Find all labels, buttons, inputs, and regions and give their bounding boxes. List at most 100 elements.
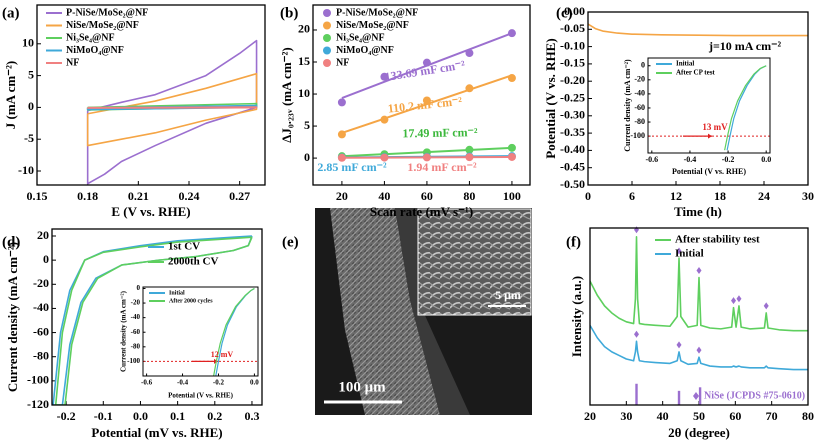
panel-label: (b) — [280, 5, 298, 21]
legend-label: NiSe/MoSe₂@NF — [66, 20, 139, 31]
x-tick-label: -0.6 — [141, 379, 153, 387]
legend-label: NF — [66, 57, 79, 68]
annotation: 110.2 mF cm⁻² — [387, 94, 463, 116]
axes-frame — [142, 286, 259, 377]
axes-frame — [589, 227, 809, 406]
legend-label: 1st CV — [168, 241, 200, 253]
x-tick-label: 0.0 — [133, 409, 148, 423]
y-tick-label: -10 — [18, 163, 34, 177]
legend-label: After CP test — [676, 69, 715, 77]
y-tick-label: 0 — [43, 252, 49, 266]
data-line — [590, 324, 808, 371]
y-tick-label: 0 — [28, 99, 34, 113]
y-tick-label: -0.20 — [560, 73, 585, 87]
data-point — [337, 153, 346, 162]
x-tick-label: 18 — [714, 189, 726, 203]
plot-area — [590, 236, 808, 371]
peak-marker — [676, 247, 682, 255]
plot-area — [86, 39, 258, 185]
panel-label: (e) — [282, 234, 299, 250]
data-point — [507, 143, 516, 152]
legend-label: NiSe/MoSe₂@NF — [336, 20, 409, 31]
legend-marker — [323, 9, 331, 17]
x-tick-label: 60 — [729, 409, 741, 423]
data-point — [507, 152, 516, 161]
plot-area — [213, 287, 255, 376]
legend-marker — [323, 59, 331, 67]
chart-panel: 0.15 0.18 0.21 0.24 0.27 -10 -5 0 5 10 E (V vs. RH… — [2, 4, 266, 219]
chart-panel: 20 30 40 50 60 70 80 2θ (degree) Intensity (a.u.… — [566, 226, 814, 440]
y-axis-label: Current density (mA cm⁻²) — [120, 290, 128, 372]
y-tick-label: 10 — [22, 36, 34, 50]
chart-panel: 0 6 12 18 24 300.00-0.05-0.10-0.15-0.20-0.25-… — [543, 4, 814, 219]
y-tick-label: -20 — [33, 276, 49, 290]
x-tick-label: 0.0 — [761, 155, 771, 164]
y-axis-label: Intensity (a.u.) — [569, 276, 584, 357]
x-tick-label: 80 — [802, 409, 814, 423]
scale-bar-label: 100 μm — [338, 379, 386, 395]
x-axis-label: 2θ (degree) — [668, 425, 730, 440]
x-tick-label: 70 — [766, 409, 778, 423]
reference-bar — [677, 390, 681, 405]
data-point — [422, 58, 431, 67]
peak-marker — [736, 295, 742, 303]
y-tick-label: -120 — [27, 397, 49, 411]
x-tick-label: 30 — [620, 409, 632, 423]
x-tick-label: 100 — [503, 189, 521, 203]
x-tick-label: 0.3 — [244, 409, 259, 423]
y-tick-label: -40 — [33, 300, 49, 314]
y-tick-label: 0 — [641, 61, 645, 70]
y-tick-label: -80 — [634, 117, 645, 126]
y-tick-label: -60 — [634, 103, 645, 112]
y-tick-label: -20 — [634, 75, 645, 84]
data-point — [380, 72, 389, 81]
axes-frame — [587, 11, 809, 186]
x-tick-label: 30 — [802, 189, 814, 203]
x-axis-label: Scan rate (mV s⁻¹) — [370, 204, 473, 219]
chart-panel: -0.2 -0.1 0.0 0.1 0.2 0.3200-20-40-60-80-100-… — [2, 228, 263, 440]
panel-label: (c) — [556, 5, 573, 21]
x-tick-label: -0.2 — [722, 155, 735, 164]
annotation: 12 mV — [211, 350, 234, 359]
arrow-head — [708, 133, 712, 139]
legend-label: P-NiSe/MoSe₂@NF — [336, 7, 418, 18]
y-tick-label: 0 — [304, 150, 310, 164]
y-tick-label: -40 — [634, 89, 645, 98]
panel-label: (f) — [566, 234, 581, 250]
x-tick-label: 24 — [758, 189, 770, 203]
data-line — [588, 23, 808, 37]
panel-label: (a) — [2, 5, 20, 21]
legend-label: Initial — [675, 248, 704, 260]
y-axis-label: ΔJ₀.₂₃ᵥ (mA cm⁻²) — [279, 47, 294, 143]
y-axis-label: Current density (mA cm⁻²) — [5, 242, 20, 392]
data-line — [86, 106, 258, 109]
legend-label: Ni₃Se₄@NF — [66, 32, 115, 43]
data-point — [380, 115, 389, 124]
x-tick-label: -0.2 — [57, 409, 76, 423]
x-tick-label: 0.0 — [250, 379, 259, 387]
data-point — [507, 29, 516, 38]
data-point — [422, 153, 431, 162]
legend-label: After 2000 cycles — [169, 298, 213, 304]
data-point — [422, 96, 431, 105]
x-tick-label: 0.18 — [77, 189, 98, 203]
legend-label: NiMoO₄@NF — [336, 45, 394, 56]
chart-panel: -0.6 -0.4 -0.2 0.0 0 -20 -40 -60 -80 -100 Potentia… — [623, 57, 771, 176]
y-tick-label: 20 — [37, 228, 49, 242]
x-axis-label: Time (h) — [674, 204, 722, 219]
x-tick-label: 0.2 — [207, 409, 222, 423]
annotation: 1.94 mF cm⁻² — [407, 160, 477, 174]
chart-panel: -0.6 -0.4 -0.2 0.0 0 -20 -40 -60 -80 -100 Potentia… — [120, 284, 260, 400]
y-tick-label: -0.45 — [560, 159, 585, 173]
data-point — [465, 153, 474, 162]
reference-marker — [693, 392, 699, 400]
y-tick-label: -80 — [33, 348, 49, 362]
data-point — [465, 145, 474, 154]
peak-marker — [763, 302, 769, 310]
legend-label: After stability test — [675, 234, 760, 246]
inset-image — [417, 208, 532, 316]
legend-marker — [323, 21, 331, 30]
x-tick-label: 0.15 — [27, 189, 48, 203]
data-point — [380, 153, 389, 162]
data-point — [337, 130, 346, 139]
